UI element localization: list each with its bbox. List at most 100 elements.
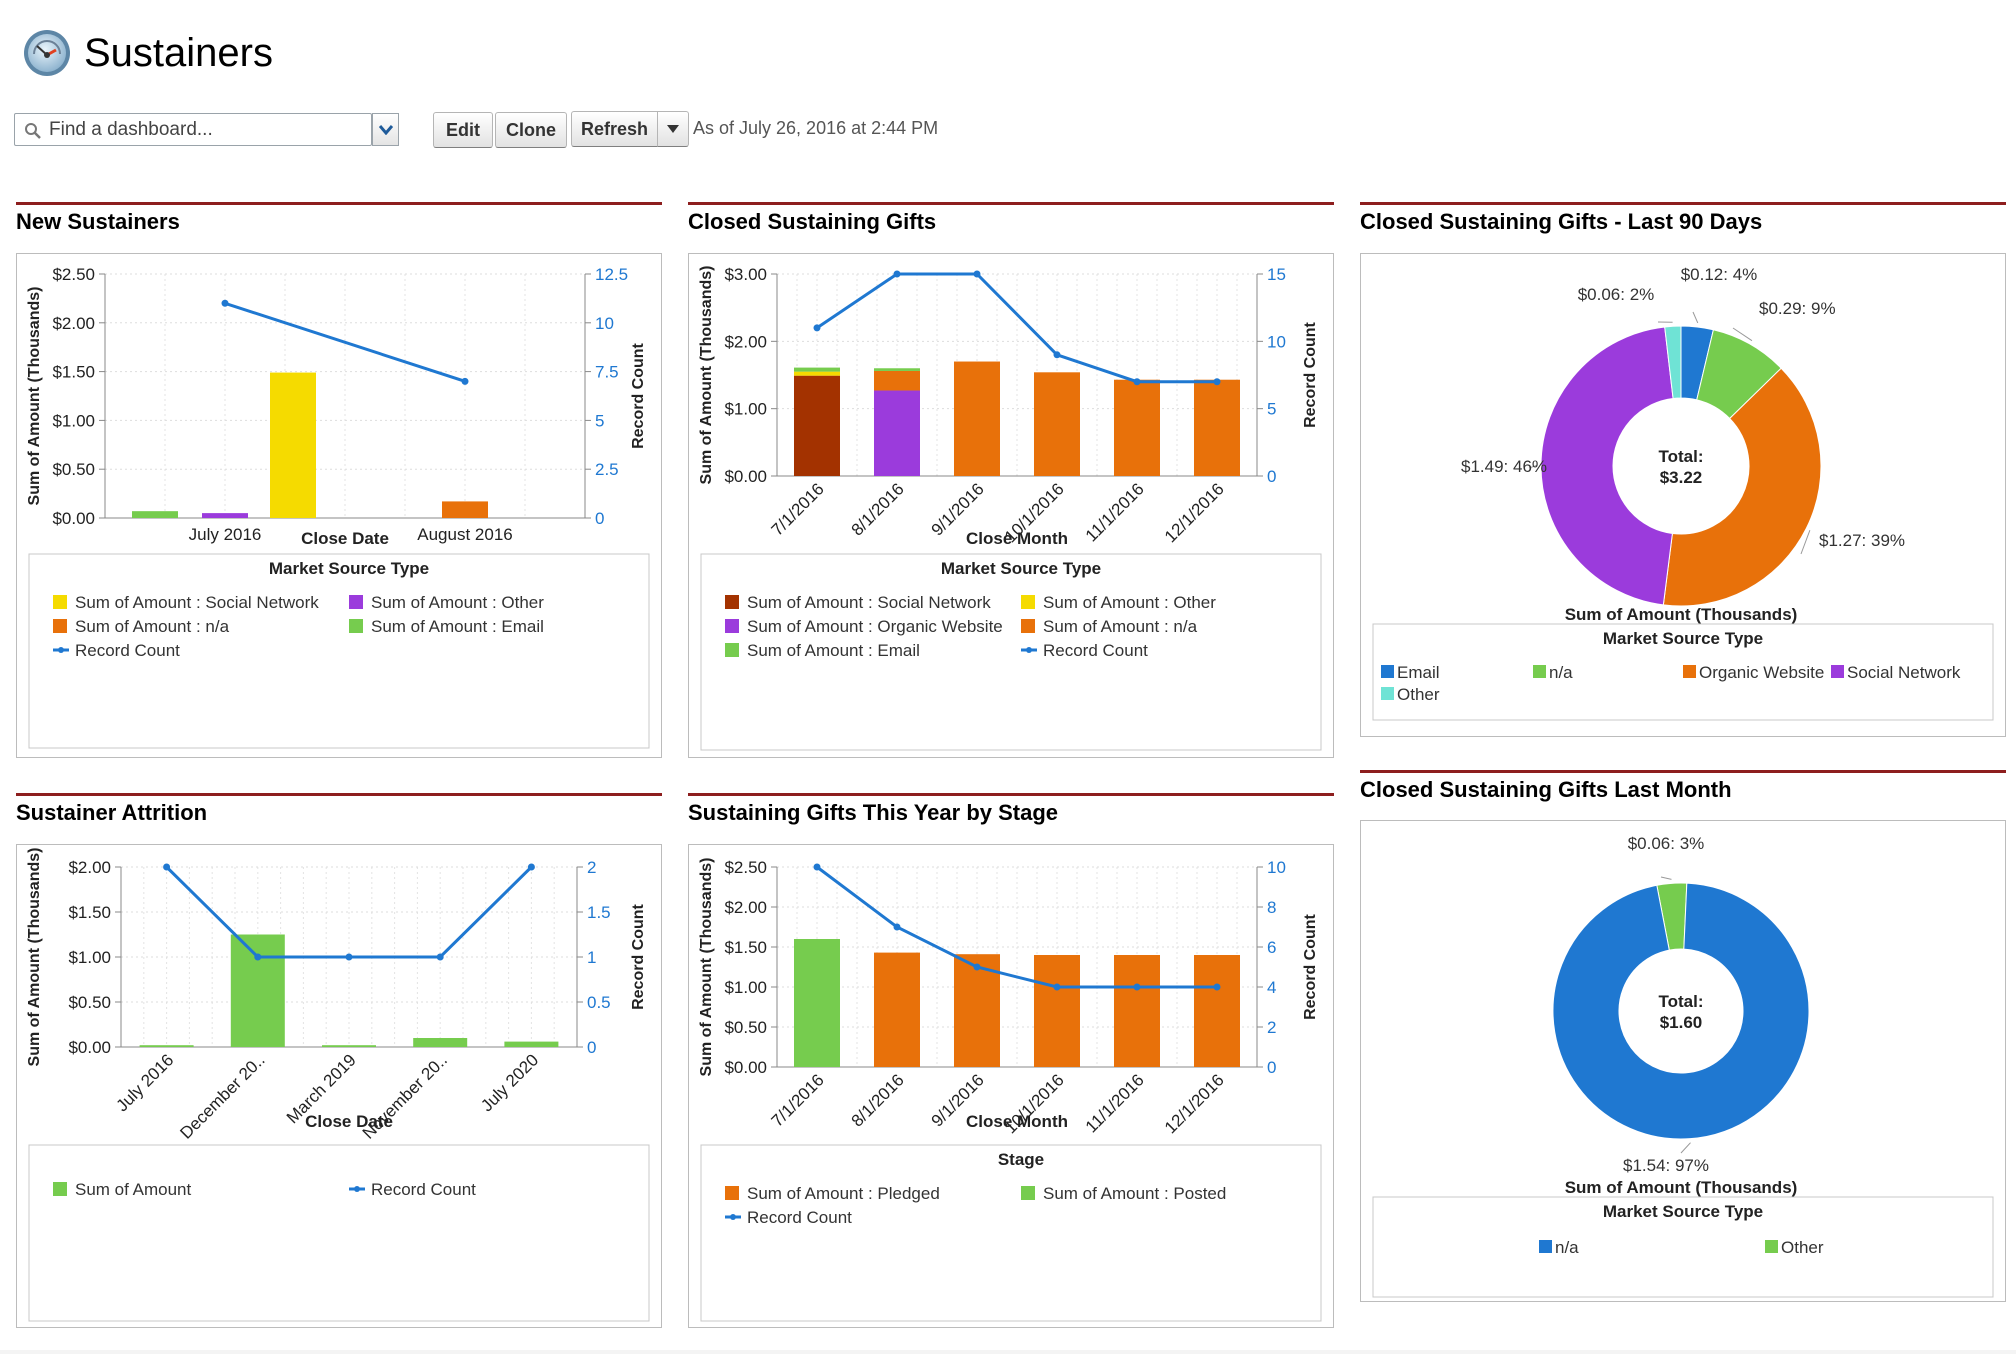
legend-box [28,1144,650,1322]
legend-label: n/a [1555,1238,1579,1257]
donut-total-value: $3.22 [1660,468,1703,487]
slice-leader-line [1800,530,1811,555]
sustainer-attrition-chart: $0.00 $0.50 $1.00 $1.50 $2.00 0 0.5 1 1.5 2 July 2… [26,848,650,1322]
component-rule [16,202,662,205]
y2-tick-label: 6 [1267,938,1276,957]
refresh-button[interactable]: Refresh [571,111,658,147]
y2-axis-label: Record Count [1302,321,1319,427]
slice-label: $0.06: 3% [1628,834,1705,853]
legend-swatch [1539,1240,1552,1253]
slice-label: $1.49: 46% [1461,457,1547,476]
y-axis-label: Sum of Amount (Thousands) [698,858,715,1077]
component-rule [16,793,662,796]
component-rule [1360,770,2006,773]
y-axis-label: Sum of Amount (Thousands) [698,266,715,485]
search-dropdown-button[interactable] [372,113,399,146]
pie-slice [1662,367,1822,607]
closed-gifts-last-month-component: $0.06: 3% $1.54: 97% Total: $1.60 Sum of Amo… [1360,820,2006,1302]
legend-swatch [349,619,363,633]
y2-tick-label: 12.5 [595,265,628,284]
record-count-point [254,953,262,961]
dashboard-search[interactable] [14,113,372,146]
x-tick-label: 12/1/2016 [1161,479,1228,546]
slice-leader-line [1732,327,1753,342]
y2-tick-label: 0.5 [587,993,611,1012]
last-refreshed-timestamp: As of July 26, 2016 at 2:44 PM [693,118,939,138]
legend-label: Other [1397,685,1440,704]
search-input[interactable] [49,118,367,142]
component-title: Sustaining Gifts This Year by Stage [688,800,1059,825]
legend-label: Other [1781,1238,1824,1257]
y-tick-label: $1.00 [724,978,767,997]
slice-label: $0.06: 2% [1578,285,1655,304]
record-count-point [527,863,535,871]
x-axis-label: Sum of Amount (Thousands) [1565,605,1798,624]
legend-swatch [1021,1186,1035,1200]
y-tick-label: $2.00 [68,858,111,877]
x-tick-label: 7/1/2016 [768,479,828,539]
legend-swatch [1021,595,1035,609]
bar [1194,955,1240,1067]
record-count-point [893,270,901,278]
x-axis-label: Sum of Amount (Thousands) [1565,1178,1798,1197]
y2-tick-label: 5 [595,411,604,430]
y2-tick-label: 8 [1267,898,1276,917]
bar [874,370,920,391]
clone-button[interactable]: Clone [495,112,567,148]
x-tick-label: 11/1/2016 [1082,479,1148,545]
legend-swatch [1381,687,1394,700]
y-tick-label: $1.00 [68,948,111,967]
closed-sustaining-gifts-chart: $0.00 $1.00 $2.00 $3.00 0 5 10 15 7/1/2016 8/1/20… [698,265,1322,751]
y-tick-label: $1.50 [52,363,95,382]
y2-tick-label: 1 [587,948,596,967]
record-count-point [436,953,444,961]
slice-leader-line [1692,311,1699,324]
legend-label: Sum of Amount : Posted [1043,1184,1226,1203]
search-icon [25,123,41,139]
legend-swatch [1021,619,1035,633]
bar [794,367,840,372]
bar [139,1045,194,1047]
y-tick-label: $1.50 [68,903,111,922]
legend-swatch [1765,1240,1778,1253]
legend-label: Sum of Amount [75,1180,192,1199]
x-tick-label: 7/1/2016 [768,1070,828,1130]
speedometer-icon [24,30,70,76]
legend-swatch [349,595,363,609]
bar [270,372,316,518]
legend-label: Social Network [1847,663,1961,682]
y-tick-label: $0.50 [52,460,95,479]
y-tick-label: $1.00 [52,411,95,430]
y2-axis-label: Record Count [630,903,647,1009]
legend-swatch [1381,665,1394,678]
closed-gifts-90-days-component: $0.12: 4% $0.29: 9% $1.27: 39% $1.49: 46% $0… [1360,253,2006,737]
x-tick-label: July 2020 [477,1050,542,1115]
y2-tick-label: 15 [1267,265,1286,284]
page-title: Sustainers [84,31,273,75]
y-tick-label: $2.50 [52,265,95,284]
refresh-menu-button[interactable] [657,111,689,147]
bar [954,954,1000,1067]
legend-label: Sum of Amount : n/a [75,617,230,636]
donut-total-label: Total: [1658,992,1703,1011]
legend-swatch [725,619,739,633]
y2-axis-label: Record Count [1302,913,1319,1019]
bar [202,513,248,518]
y2-tick-label: 10 [1267,332,1286,351]
slice-label: $0.12: 4% [1681,265,1758,284]
legend-label: Record Count [747,1208,852,1227]
bar [1034,955,1080,1067]
edit-button[interactable]: Edit [433,112,493,148]
y-tick-label: $2.50 [724,858,767,877]
record-count-point [1133,378,1141,386]
gifts-by-stage-component: $0.00 $0.50 $1.00 $1.50 $2.00 $2.50 0 2 4 6 8 10 7/1… [688,844,1334,1328]
slice-leader-line [1528,464,1538,469]
x-tick-label: December 20.. [176,1050,268,1142]
x-axis-label: Close Month [966,1112,1068,1131]
bar [413,1038,468,1047]
legend-box [28,553,650,749]
y2-tick-label: 0 [587,1038,596,1057]
y-tick-label: $0.00 [68,1038,111,1057]
record-count-line [224,301,466,383]
bar [230,934,285,1047]
